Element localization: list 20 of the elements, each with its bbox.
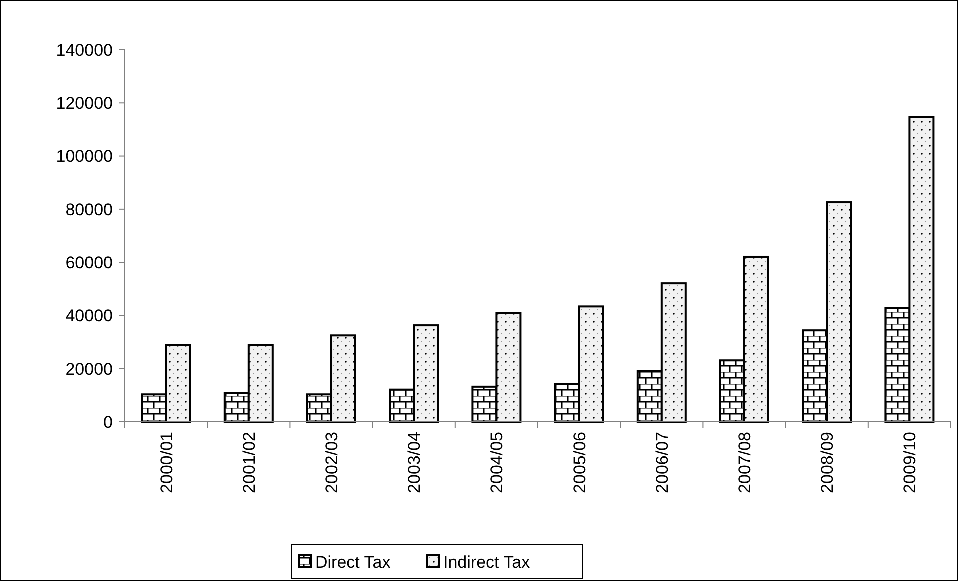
y-tick-label: 60000 bbox=[66, 254, 113, 273]
x-tick-label: 2006/07 bbox=[652, 432, 672, 494]
x-tick-label: 2009/10 bbox=[900, 432, 920, 494]
y-tick-label: 140000 bbox=[56, 40, 113, 60]
x-tick-label: 2001/02 bbox=[240, 432, 259, 494]
y-tick-label: 40000 bbox=[66, 306, 113, 326]
y-tick-label: 100000 bbox=[56, 147, 113, 166]
x-tick-label: 2008/09 bbox=[818, 432, 838, 494]
y-tick-label: 20000 bbox=[66, 360, 113, 379]
x-tick-label: 2000/01 bbox=[157, 432, 176, 494]
x-tick-label: 2003/04 bbox=[405, 432, 424, 494]
legend-label: Direct Tax bbox=[316, 552, 392, 572]
y-tick-label: 80000 bbox=[66, 200, 113, 220]
y-tick-label: 0 bbox=[104, 412, 113, 432]
x-tick-label: 2007/08 bbox=[736, 432, 754, 494]
y-tick-label: 120000 bbox=[56, 94, 113, 114]
x-tick-label: 2005/06 bbox=[570, 432, 590, 494]
x-tick-label: 2004/05 bbox=[488, 432, 507, 494]
legend-label: Indirect Tax bbox=[444, 552, 531, 572]
x-tick-label: 2002/03 bbox=[322, 432, 342, 494]
